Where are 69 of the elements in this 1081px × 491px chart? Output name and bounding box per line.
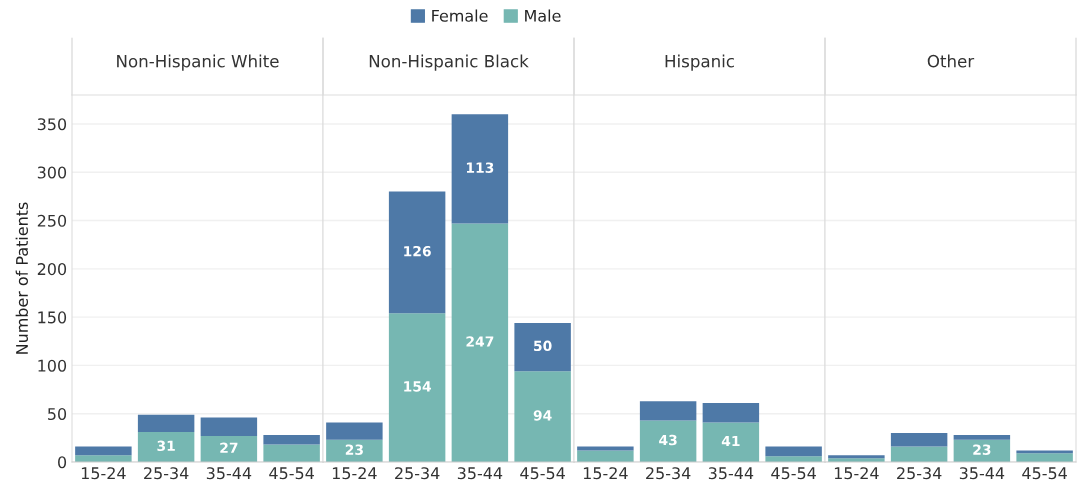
bar xyxy=(890,446,948,462)
data-label: 126 xyxy=(404,245,431,257)
y-tick-label: 200 xyxy=(37,263,67,276)
x-tick-label: 25-34 xyxy=(646,467,691,480)
x-tick-label: 45-54 xyxy=(1022,467,1067,480)
data-label: 247 xyxy=(466,336,494,347)
data-label: 43 xyxy=(659,434,677,446)
y-tick-label: 300 xyxy=(37,166,67,179)
x-tick-label: 15-24 xyxy=(332,467,377,480)
data-label: 23 xyxy=(345,444,363,455)
legend-label: Female xyxy=(432,9,488,22)
x-tick-label: 35-44 xyxy=(708,467,754,480)
bar xyxy=(451,114,509,224)
bar xyxy=(514,371,571,462)
bar xyxy=(639,420,697,462)
bar xyxy=(137,432,195,462)
x-tick-label: 35-44 xyxy=(959,467,1005,480)
data-label: 27 xyxy=(220,442,238,453)
x-tick-label: 45-54 xyxy=(520,467,565,480)
x-tick-label: 15-24 xyxy=(583,467,628,480)
x-tick-label: 45-54 xyxy=(771,467,816,480)
x-tick-label: 35-44 xyxy=(206,467,252,480)
y-tick-label: 100 xyxy=(38,359,67,372)
x-tick-label: 25-34 xyxy=(897,467,942,480)
x-tick-label: 25-34 xyxy=(144,467,189,480)
x-tick-label: 15-24 xyxy=(81,467,126,480)
bar xyxy=(765,446,822,457)
chart-title: Hispanic xyxy=(665,54,734,71)
bar xyxy=(1016,453,1073,462)
y-tick-label: 0 xyxy=(58,456,67,469)
data-label: 154 xyxy=(404,381,431,392)
bar xyxy=(137,414,195,433)
x-tick-label: 15-24 xyxy=(834,467,879,480)
bar xyxy=(702,403,760,423)
data-label: 41 xyxy=(721,435,740,447)
bar xyxy=(326,422,383,440)
bar xyxy=(953,434,1011,440)
bar xyxy=(263,444,320,462)
chart-title: Other xyxy=(927,54,975,68)
y-tick-label: 150 xyxy=(38,311,67,324)
data-label: 23 xyxy=(973,444,991,455)
data-label: 113 xyxy=(466,162,494,173)
bar xyxy=(514,322,571,372)
x-tick-label: 25-34 xyxy=(395,467,440,480)
bar xyxy=(639,401,697,421)
chart-title: Non-Hispanic White xyxy=(117,54,279,71)
y-axis-title: Number of Patients xyxy=(15,202,28,354)
data-label: 31 xyxy=(157,440,175,452)
bar xyxy=(890,433,948,447)
bar xyxy=(263,434,320,445)
x-tick-label: 35-44 xyxy=(457,467,503,480)
bar xyxy=(388,313,446,462)
chart-title: Non-Hispanic Black xyxy=(369,54,529,71)
bar xyxy=(75,455,132,462)
y-tick-label: 250 xyxy=(37,214,67,227)
bar xyxy=(75,446,132,456)
x-tick-label: 45-54 xyxy=(269,467,314,480)
bar xyxy=(200,417,258,436)
bar xyxy=(1016,450,1073,454)
bar xyxy=(200,435,258,462)
bar xyxy=(451,223,509,462)
bar xyxy=(702,422,760,462)
y-tick-label: 50 xyxy=(48,407,67,421)
legend-label: Male xyxy=(525,9,561,22)
data-label: 50 xyxy=(534,340,552,352)
y-tick-label: 350 xyxy=(37,118,67,131)
bar xyxy=(388,191,446,314)
data-label: 94 xyxy=(533,410,552,421)
bar xyxy=(577,450,634,462)
